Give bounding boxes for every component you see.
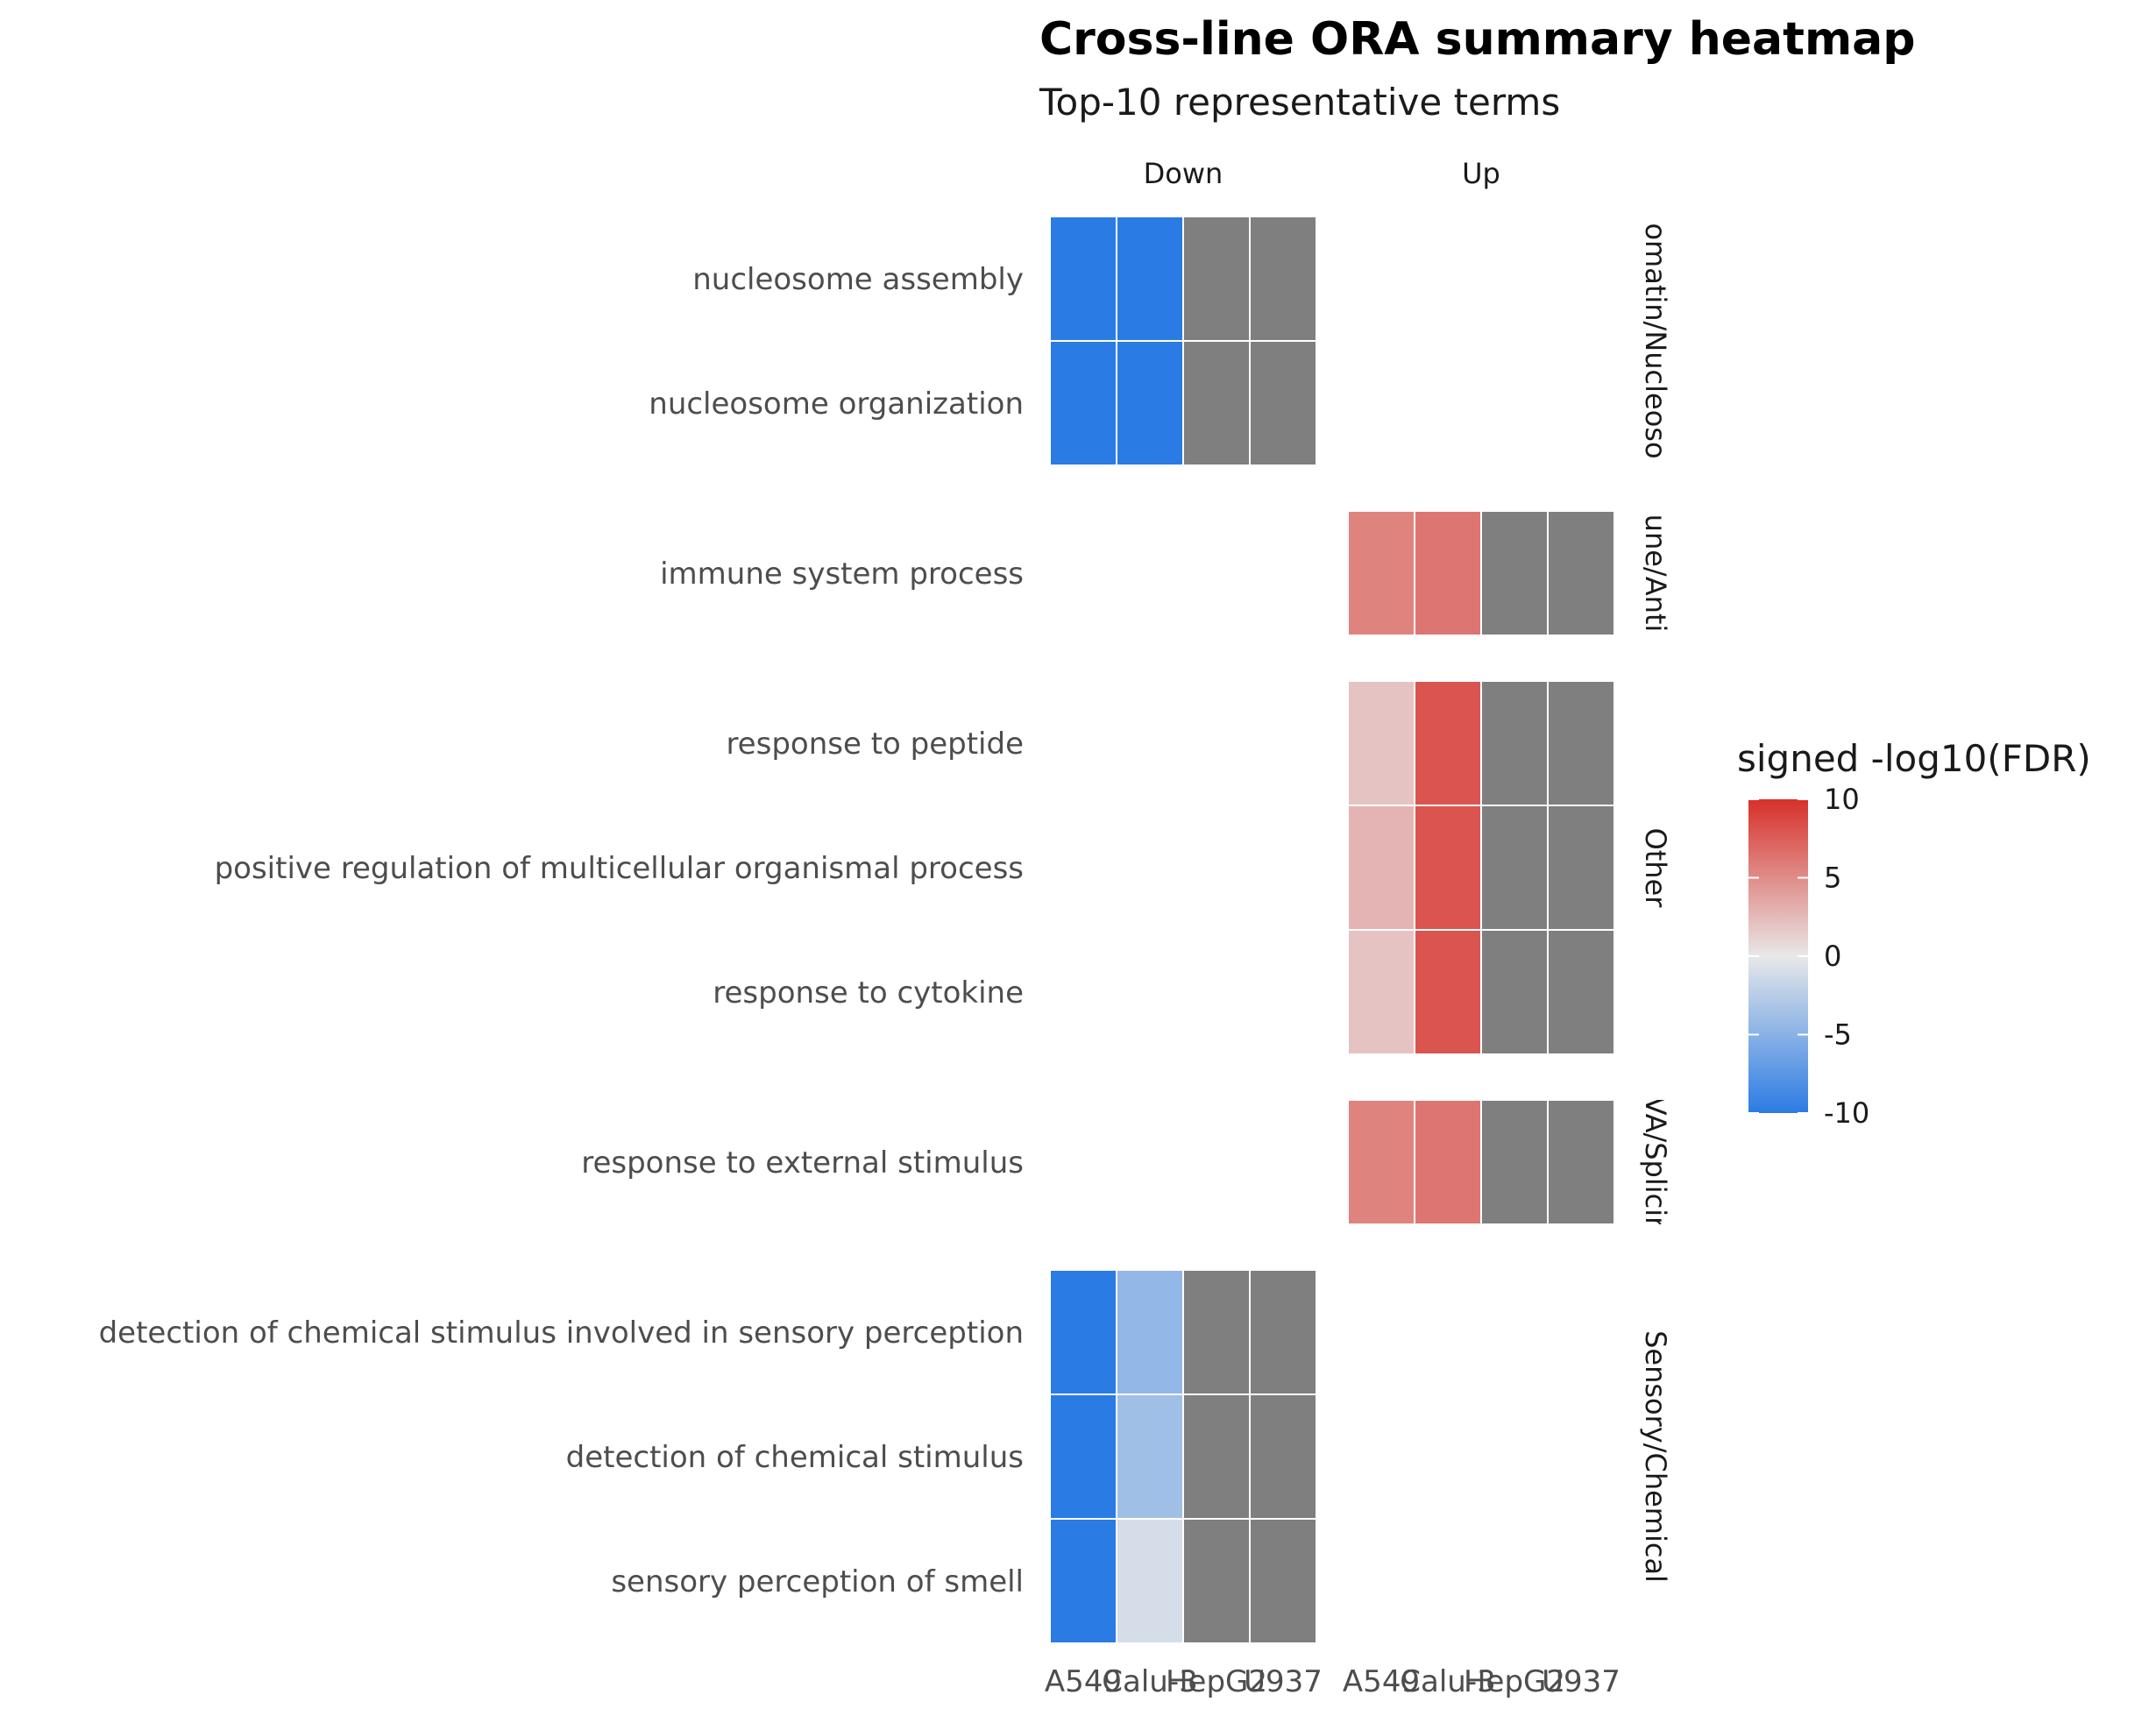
facet-row-label: Other [1639,828,1672,909]
row-label: positive regulation of multicellular org… [215,851,1024,886]
heatmap-cell [1347,805,1415,931]
legend-tick-label: 0 [1824,940,1841,973]
heatmap-cell [1347,1099,1415,1225]
legend-title: signed -log10(FDR) [1737,737,2091,780]
x-tick-label: A549 [1045,1664,1122,1699]
heatmap-cell [1182,340,1251,466]
heatmap-cell [1049,1269,1117,1395]
x-tick-label: Calu-3 [1400,1664,1495,1699]
heatmap-cell [1347,680,1415,806]
heatmap-cell [1116,216,1184,342]
heatmap-cell [1249,1269,1317,1395]
legend-tick-label: 5 [1824,862,1841,895]
heatmap-cell [1116,1269,1184,1395]
facet-col-up: Up [1462,157,1500,190]
heatmap-cell [1347,929,1415,1055]
heatmap-cell [1547,680,1615,806]
legend-tick-label: -5 [1824,1018,1852,1052]
x-tick-label: Calu-3 [1102,1664,1197,1699]
facet-row-label: Sensory/Chemical [1639,1330,1672,1583]
row-label: sensory perception of smell [611,1564,1024,1599]
heatmap-cell [1116,1518,1184,1644]
row-label: detection of chemical stimulus [566,1440,1024,1475]
legend-tick-label: -10 [1824,1096,1869,1130]
legend-tick-label: 10 [1824,783,1860,816]
chart-subtitle: Top-10 representative terms [1039,81,1560,124]
heatmap-cell [1249,1393,1317,1520]
heatmap-cell [1414,929,1482,1055]
heatmap-cell [1182,1269,1251,1395]
heatmap-cell [1116,340,1184,466]
heatmap-cell [1480,1099,1549,1225]
heatmap-cell [1049,216,1117,342]
heatmap-cell [1249,216,1317,342]
heatmap-cell [1547,805,1615,931]
heatmap-cell [1547,510,1615,636]
row-label: immune system process [660,557,1024,592]
chart-title: Cross-line ORA summary heatmap [1039,13,1915,66]
x-tick-label: HepG2 [1464,1664,1565,1699]
facet-col-down: Down [1144,157,1223,190]
x-tick-label: A549 [1343,1664,1420,1699]
row-label: detection of chemical stimulus involved … [99,1315,1024,1351]
x-tick-label: U937 [1542,1664,1621,1699]
heatmap-cell [1547,1099,1615,1225]
heatmap-cell [1049,1393,1117,1520]
x-tick-label: HepG2 [1166,1664,1267,1699]
heatmap-cell [1249,1518,1317,1644]
facet-row-label: omatin/Nucleoso [1639,223,1672,458]
row-label: response to cytokine [713,975,1024,1011]
heatmap-cell [1182,1393,1251,1520]
plot-area: Down Up nucleosome assembly nucleosome orga… [99,157,1672,1699]
heatmap-cell [1547,929,1615,1055]
heatmap-cell [1182,216,1251,342]
heatmap-cell [1414,510,1482,636]
row-label: response to peptide [726,727,1024,762]
heatmap-cell [1414,1099,1482,1225]
heatmap-cell [1480,805,1549,931]
row-label: nucleosome assembly [692,262,1024,297]
facet-row-label: VA/Splicir [1639,1096,1672,1229]
heatmap-cell [1480,510,1549,636]
heatmap-cell [1347,510,1415,636]
heatmap-cell [1249,340,1317,466]
x-tick-label: U937 [1244,1664,1323,1699]
heatmap-cell [1182,1518,1251,1644]
heatmap-cell [1049,340,1117,466]
heatmap-cell [1480,929,1549,1055]
row-label: nucleosome organization [649,386,1024,422]
heatmap-cell [1414,680,1482,806]
heatmap-cell [1049,1518,1117,1644]
heatmap-cell [1480,680,1549,806]
row-label: response to external stimulus [581,1145,1024,1181]
color-legend: signed -log10(FDR) 10 5 0 -5 -10 [1737,737,2091,1130]
facet-row-label: une/Anti [1639,514,1672,633]
heatmap-cell [1116,1393,1184,1520]
heatmap-cell [1414,805,1482,931]
